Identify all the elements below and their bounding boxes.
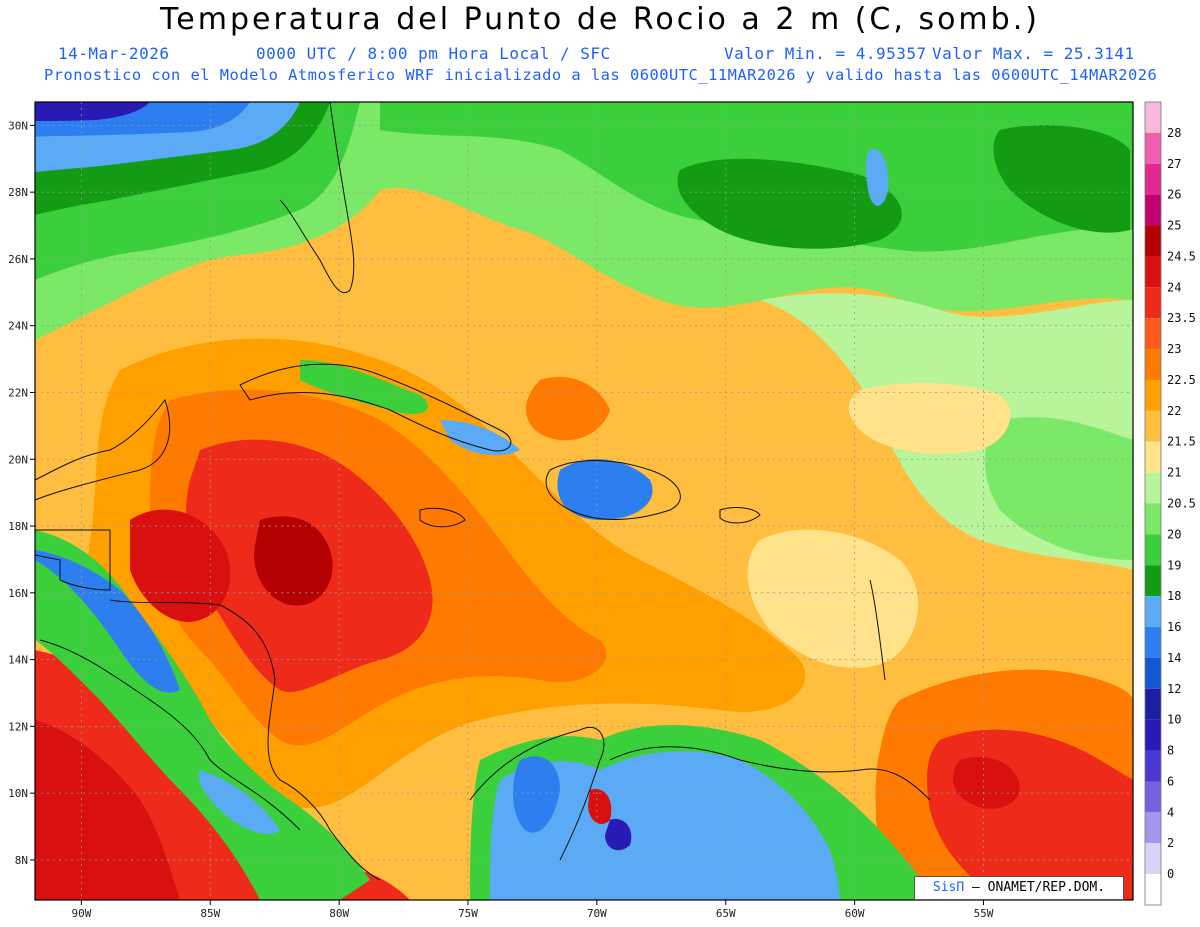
forecast-date: 14-Mar-2026 bbox=[58, 44, 170, 63]
lat-tick-label: 26N bbox=[8, 253, 28, 266]
colorbar-legend: 2827262524.52423.52322.52221.52120.52019… bbox=[1144, 101, 1196, 906]
colorbar-swatch bbox=[1145, 750, 1161, 782]
colorbar-swatch bbox=[1145, 565, 1161, 597]
colorbar-label: 21 bbox=[1167, 466, 1181, 480]
lon-tick-label: 85W bbox=[200, 907, 220, 920]
colorbar-swatch bbox=[1145, 194, 1161, 226]
max-value: Valor Max. = 25.3141 bbox=[932, 44, 1135, 63]
colorbar-swatch bbox=[1145, 318, 1161, 350]
colorbar-label: 20.5 bbox=[1167, 497, 1196, 511]
colorbar-swatch bbox=[1145, 349, 1161, 380]
colorbar-label: 23.5 bbox=[1167, 311, 1196, 325]
lon-tick-label: 60W bbox=[845, 907, 865, 920]
dewpoint-field bbox=[35, 102, 1133, 900]
lat-tick-label: 22N bbox=[8, 386, 28, 399]
colorbar-label: 22.5 bbox=[1167, 373, 1196, 387]
colorbar-label: 16 bbox=[1167, 620, 1181, 634]
colorbar-swatch bbox=[1145, 441, 1161, 473]
colorbar-swatch bbox=[1145, 781, 1161, 813]
colorbar-swatch bbox=[1145, 812, 1161, 844]
lat-tick-label: 10N bbox=[8, 787, 28, 800]
colorbar-label: 26 bbox=[1167, 188, 1181, 202]
longitude-axis: 90W 85W 80W 75W 70W 65W 60W 55W bbox=[71, 900, 994, 920]
lat-tick-label: 28N bbox=[8, 186, 28, 199]
colorbar-label: 4 bbox=[1167, 805, 1174, 819]
colorbar-label: 28 bbox=[1167, 126, 1181, 140]
colorbar-label: 24.5 bbox=[1167, 249, 1196, 263]
colorbar-label: 2 bbox=[1167, 836, 1174, 850]
coastlines bbox=[34, 101, 931, 881]
colorbar-swatch bbox=[1145, 503, 1161, 535]
colorbar-swatch bbox=[1145, 410, 1161, 442]
lat-tick-label: 30N bbox=[8, 119, 28, 132]
colorbar-label: 22 bbox=[1167, 404, 1181, 418]
colorbar-label: 27 bbox=[1167, 157, 1181, 171]
lat-tick-label: 24N bbox=[8, 320, 28, 333]
latitude-axis: 30N 28N 26N 24N 22N 20N 18N 16N 14N 12N 10N 8N bbox=[8, 119, 35, 867]
map-frame bbox=[34, 101, 1134, 901]
credit-box: SisΠ – ONAMET/REP.DOM. bbox=[914, 876, 1124, 900]
colorbar-label: 19 bbox=[1167, 558, 1181, 572]
colorbar-swatch bbox=[1145, 688, 1161, 720]
colorbar-swatch bbox=[1145, 719, 1161, 751]
lon-tick-label: 90W bbox=[71, 907, 91, 920]
sistpi-logo: SisΠ bbox=[932, 880, 965, 895]
colorbar-swatch bbox=[1145, 225, 1161, 257]
colorbar-swatch bbox=[1145, 287, 1161, 319]
colorbar-label: 20 bbox=[1167, 527, 1181, 541]
colorbar-label: 12 bbox=[1167, 682, 1181, 696]
lon-tick-label: 65W bbox=[716, 907, 736, 920]
colorbar-label: 18 bbox=[1167, 589, 1181, 603]
min-value: Valor Min. = 4.95357 bbox=[724, 44, 927, 63]
colorbar-label: 8 bbox=[1167, 744, 1174, 758]
colorbar-swatch bbox=[1145, 627, 1161, 658]
colorbar-swatch bbox=[1145, 534, 1161, 566]
lon-tick-label: 80W bbox=[329, 907, 349, 920]
colorbar-swatch bbox=[1145, 874, 1161, 905]
forecast-time: 0000 UTC / 8:00 pm Hora Local / SFC bbox=[256, 44, 611, 63]
colorbar-swatch bbox=[1145, 379, 1161, 411]
lat-tick-label: 8N bbox=[15, 854, 28, 867]
colorbar-label: 10 bbox=[1167, 713, 1181, 727]
colorbar-label: 24 bbox=[1167, 280, 1181, 294]
colorbar-swatch bbox=[1145, 102, 1161, 133]
colorbar-swatch bbox=[1145, 596, 1161, 628]
lat-tick-label: 12N bbox=[8, 720, 28, 733]
model-info: Pronostico con el Modelo Atmosferico WRF… bbox=[44, 66, 1158, 84]
colorbar-swatch bbox=[1145, 657, 1161, 689]
lat-tick-label: 18N bbox=[8, 520, 28, 533]
colorbar-swatch bbox=[1145, 163, 1161, 195]
lon-tick-label: 75W bbox=[458, 907, 478, 920]
lon-tick-label: 70W bbox=[587, 907, 607, 920]
colorbar-swatch bbox=[1145, 256, 1161, 288]
colorbar-label: 14 bbox=[1167, 651, 1181, 665]
lat-tick-label: 16N bbox=[8, 587, 28, 600]
lat-lon-grid bbox=[35, 102, 1133, 900]
lon-tick-label: 55W bbox=[974, 907, 994, 920]
colorbar-label: 25 bbox=[1167, 219, 1181, 233]
colorbar-swatch bbox=[1145, 132, 1161, 164]
lat-tick-label: 20N bbox=[8, 453, 28, 466]
colorbar-label: 6 bbox=[1167, 774, 1174, 788]
colorbar-frame bbox=[1144, 101, 1162, 906]
lat-tick-label: 14N bbox=[8, 654, 28, 667]
colorbar-swatch bbox=[1145, 843, 1161, 875]
credit-text: – ONAMET/REP.DOM. bbox=[972, 880, 1106, 895]
colorbar-label: 21.5 bbox=[1167, 435, 1196, 449]
colorbar-swatch bbox=[1145, 472, 1161, 504]
colorbar-label: 23 bbox=[1167, 342, 1181, 356]
map-title: Temperatura del Punto de Rocio a 2 m (C,… bbox=[160, 2, 1040, 37]
colorbar-label: 0 bbox=[1167, 867, 1174, 881]
